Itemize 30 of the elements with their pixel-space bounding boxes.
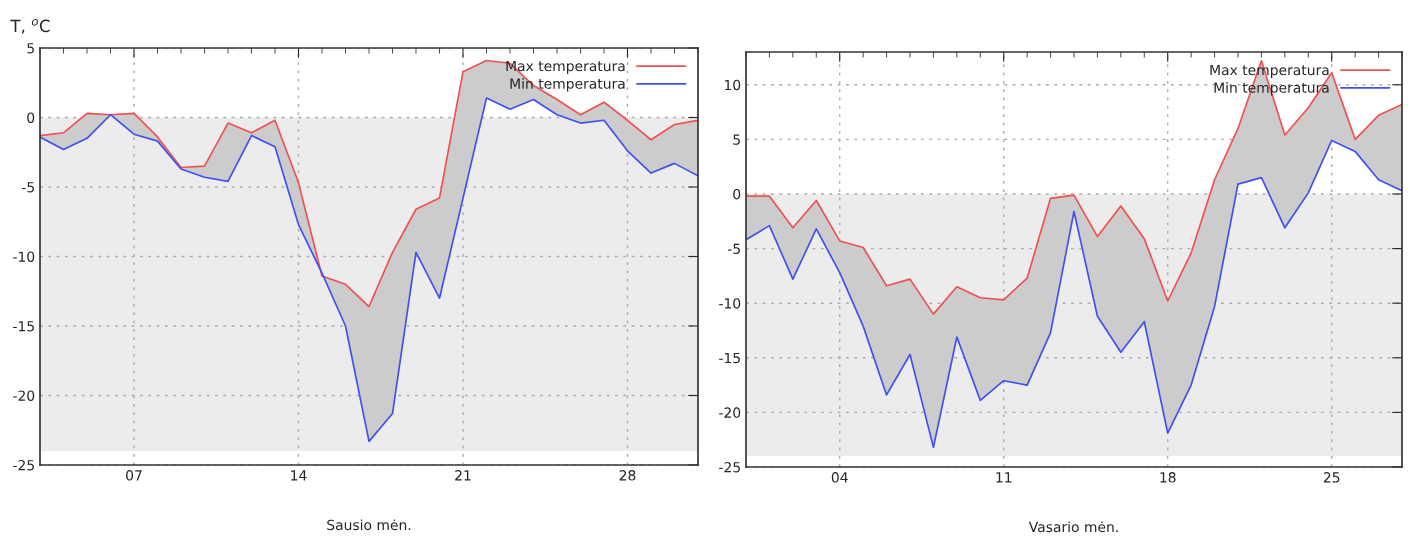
legend-label: Min temperatura bbox=[510, 78, 625, 92]
x-axis-title: Sausio mėn. bbox=[327, 519, 411, 531]
y-tick-label: -25 bbox=[719, 461, 740, 473]
y-axis-title: T, $^{o}$C bbox=[10, 19, 50, 34]
x-tick-label: 25 bbox=[1323, 472, 1340, 483]
y-tick-label: 0 bbox=[733, 188, 741, 200]
line-series bbox=[746, 139, 1402, 449]
y-tick-label: -10 bbox=[719, 298, 741, 309]
x-tick-label: 21 bbox=[455, 470, 471, 481]
x-axis-title: Vasario mėn. bbox=[1028, 521, 1118, 533]
x-tick-label: 04 bbox=[831, 472, 848, 483]
y-tick-label: -15 bbox=[719, 352, 740, 364]
x-tick-label: 11 bbox=[996, 472, 1012, 483]
x-tick-label: 18 bbox=[1160, 472, 1176, 483]
y-tick-label: -10 bbox=[13, 251, 35, 262]
x-tick-label: 14 bbox=[291, 470, 307, 481]
y-tick-label: -20 bbox=[719, 407, 741, 418]
line-series bbox=[40, 59, 698, 308]
y-tick-label: 5 bbox=[27, 43, 34, 54]
y-tick-label: -15 bbox=[13, 321, 34, 332]
y-tick-label: 0 bbox=[27, 112, 35, 123]
y-tick-label: -20 bbox=[13, 390, 35, 401]
y-tick-label: 10 bbox=[724, 79, 741, 91]
y-tick-label: -5 bbox=[727, 243, 740, 255]
y-tick-label: -25 bbox=[13, 459, 34, 471]
y-tick-label: -5 bbox=[21, 182, 34, 193]
line-series bbox=[746, 59, 1402, 315]
y-tick-label: 5 bbox=[733, 134, 740, 145]
x-tick-label: 28 bbox=[619, 470, 636, 481]
x-tick-label: 07 bbox=[126, 470, 142, 481]
